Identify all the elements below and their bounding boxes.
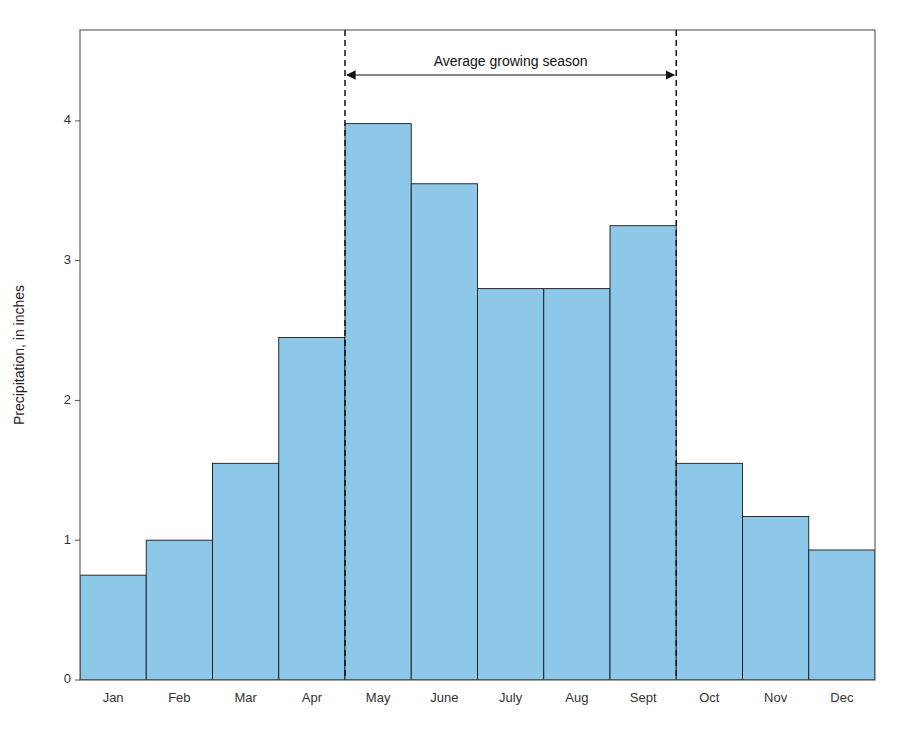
season-boundary <box>676 30 678 680</box>
bars <box>80 124 875 680</box>
y-tick <box>75 540 80 541</box>
bar <box>544 289 610 680</box>
x-tick-label: Feb <box>168 690 190 705</box>
bar <box>80 575 146 680</box>
bar <box>743 516 809 680</box>
x-tick-label: Nov <box>764 690 788 705</box>
y-tick <box>75 680 80 681</box>
x-tick-label: July <box>499 690 523 705</box>
plot-frame <box>80 30 875 680</box>
x-tick-label: Aug <box>565 690 588 705</box>
y-tick-label: 2 <box>64 392 71 407</box>
chart-container: 0 1 2 3 4 Precipitation, in inches Jan Feb Mar Ap… <box>0 0 900 740</box>
y-tick-label: 3 <box>64 252 71 267</box>
bar <box>146 540 212 680</box>
annotation-text: Average growing season <box>434 53 588 69</box>
chart: 0 1 2 3 4 Precipitation, in inches Jan Feb Mar Ap… <box>0 0 900 740</box>
y-axis: 0 1 2 3 4 <box>64 112 80 686</box>
bar <box>478 289 544 680</box>
bar <box>610 226 676 680</box>
x-tick-label: Dec <box>830 690 854 705</box>
season-boundary <box>344 30 346 680</box>
bar <box>809 550 875 680</box>
bar <box>411 184 477 680</box>
annotation: Average growing season <box>345 30 676 680</box>
y-tick-label: 1 <box>64 532 71 547</box>
y-axis-title: Precipitation, in inches <box>11 285 27 425</box>
x-tick-label: Jan <box>103 690 124 705</box>
y-tick <box>75 260 80 261</box>
y-tick-label: 4 <box>64 112 71 127</box>
bar <box>676 463 742 680</box>
y-tick <box>75 400 80 401</box>
x-tick-label: Mar <box>234 690 257 705</box>
bar <box>279 338 345 680</box>
x-tick-label: May <box>366 690 391 705</box>
x-axis: Jan Feb Mar Apr May June July Aug Sept Oct Nov Dec <box>103 690 854 705</box>
y-tick <box>75 120 80 121</box>
bar <box>213 463 279 680</box>
x-tick-label: Sept <box>630 690 657 705</box>
x-tick-label: June <box>430 690 458 705</box>
x-tick-label: Oct <box>699 690 720 705</box>
x-tick-label: Apr <box>302 690 323 705</box>
season-arrow <box>347 74 674 75</box>
bar <box>345 124 411 680</box>
y-tick-label: 0 <box>64 671 71 686</box>
